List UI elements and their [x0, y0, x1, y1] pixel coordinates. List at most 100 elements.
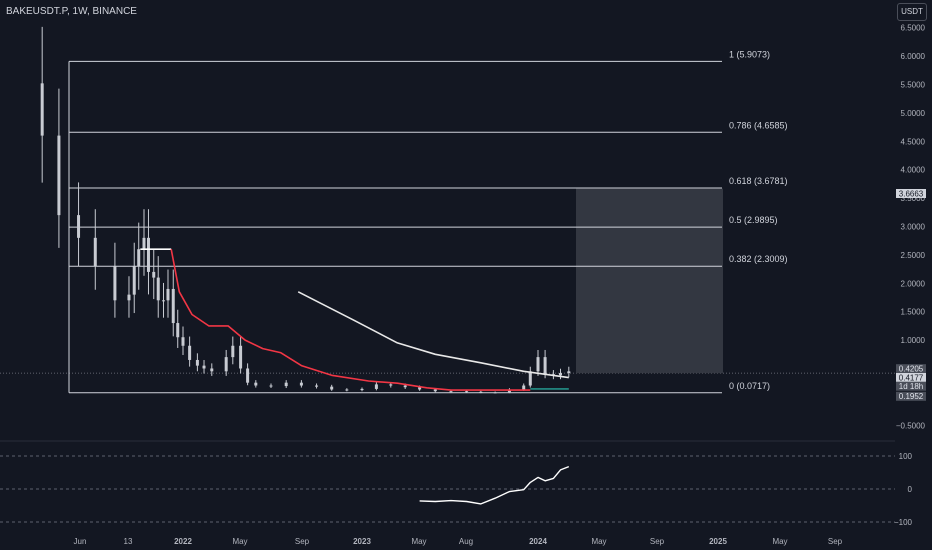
time-tick-label: Sep: [828, 537, 843, 546]
candle-body: [127, 294, 131, 301]
candle-body: [171, 288, 175, 324]
candle-body: [360, 388, 364, 391]
price-tick-label: −0.5000: [896, 421, 926, 430]
candle-body: [528, 371, 532, 386]
price-axis-tag-text: 1d 18h: [899, 382, 923, 391]
price-axis-tag: [896, 189, 926, 198]
time-tick-label: 2023: [353, 537, 371, 546]
time-tick-label: 2025: [709, 537, 727, 546]
candle-body: [269, 385, 273, 387]
candle-body: [146, 237, 150, 272]
candle-body: [156, 277, 160, 301]
price-tick-label: 5.5000: [901, 80, 926, 89]
price-axis-bg: [895, 0, 932, 550]
candle-body: [188, 345, 192, 360]
candle-body: [403, 385, 407, 388]
time-tick-label: Sep: [650, 537, 665, 546]
price-tick-label: 3.5000: [901, 194, 926, 203]
red-trend-line: [170, 249, 531, 391]
price-tick-label: 4.5000: [901, 137, 926, 146]
time-tick-label: May: [591, 537, 606, 546]
price-axis-tag: [896, 381, 926, 391]
fib-level-label: 0.5 (2.9895): [729, 215, 778, 225]
candle-body: [543, 357, 547, 375]
candle-body: [507, 389, 511, 393]
candle-body: [161, 300, 165, 302]
candle-body: [418, 387, 422, 390]
candle-body: [181, 337, 185, 346]
time-tick-label: 2024: [529, 537, 547, 546]
candle-body: [433, 389, 437, 392]
fib-level-label: 0 (0.0717): [729, 381, 770, 391]
candle-body: [176, 323, 180, 338]
time-tick-label: Jun: [74, 537, 87, 546]
fib-level-label: 0.618 (3.6781): [729, 176, 788, 186]
candle-body: [536, 357, 540, 372]
candle-body: [449, 391, 453, 393]
candle-body: [142, 237, 146, 250]
candle-body: [137, 249, 141, 267]
price-tick-label: 6.5000: [901, 24, 926, 33]
candle-body: [389, 384, 393, 386]
price-tick-label: 1.5000: [901, 308, 926, 317]
price-axis-tag-text: 0.4205: [899, 365, 924, 374]
candle-body: [374, 384, 378, 389]
price-tick-label: 2.0000: [901, 279, 926, 288]
price-tick-label: 2.5000: [901, 251, 926, 260]
osc-tick-label: 100: [899, 452, 913, 461]
candle-body: [40, 83, 44, 136]
candle-body: [77, 215, 81, 238]
time-tick-label: Sep: [295, 537, 310, 546]
currency-button[interactable]: USDT: [897, 3, 927, 21]
candle-body: [493, 392, 497, 394]
candle-body: [166, 288, 170, 301]
candle-body: [254, 382, 258, 386]
oscillator-line: [419, 465, 570, 505]
price-tick-label: 3.0000: [901, 222, 926, 231]
time-tick-label: May: [772, 537, 787, 546]
time-tick-label: 2022: [174, 537, 192, 546]
candle-body: [330, 386, 334, 390]
candle-body: [202, 365, 206, 369]
candle-body: [284, 382, 288, 387]
target-zone-box: [576, 188, 723, 374]
candle-body: [558, 373, 562, 376]
candle-body: [152, 271, 156, 278]
candle-body: [567, 371, 571, 374]
candle-body: [522, 385, 526, 390]
candle-body: [57, 135, 61, 216]
candle-body: [345, 389, 349, 391]
price-tick-label: 4.0000: [901, 166, 926, 175]
osc-tick-label: 0: [908, 485, 913, 494]
fib-level-label: 0.786 (4.6585): [729, 120, 788, 130]
price-axis-tag-text: 0.4177: [899, 373, 924, 382]
price-axis-tag: [896, 364, 926, 374]
osc-tick-label: −100: [894, 518, 913, 527]
candle-body: [195, 359, 199, 366]
candle-body: [479, 391, 483, 393]
fib-level-label: 0.382 (2.3009): [729, 254, 788, 264]
candle-body: [231, 345, 235, 358]
time-tick-label: May: [411, 537, 426, 546]
candle-body: [315, 385, 319, 387]
price-tick-label: 5.0000: [901, 109, 926, 118]
time-tick-label: 13: [124, 537, 133, 546]
price-tick-label: 6.0000: [901, 52, 926, 61]
candle-body: [465, 391, 469, 393]
price-axis-tag: [896, 391, 926, 401]
time-tick-label: May: [232, 537, 247, 546]
price-axis-tag-text: 0.1952: [899, 392, 924, 401]
candle-body: [210, 368, 214, 372]
candle-body: [299, 382, 303, 386]
price-axis-tag: [896, 373, 926, 382]
white-curve-line: [297, 291, 569, 379]
time-tick-label: Aug: [459, 537, 473, 546]
chart-title: BAKEUSDT.P, 1W, BINANCE: [6, 6, 137, 17]
candle-body: [113, 266, 117, 301]
price-tick-label: 1.0000: [901, 336, 926, 345]
fib-level-label: 1 (5.9073): [729, 49, 770, 59]
candle-body: [93, 237, 97, 267]
candle-body: [224, 357, 228, 372]
